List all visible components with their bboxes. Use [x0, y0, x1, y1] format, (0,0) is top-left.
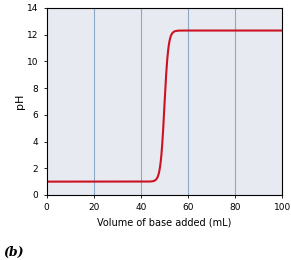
- Text: (b): (b): [3, 246, 23, 259]
- Y-axis label: pH: pH: [15, 94, 25, 109]
- X-axis label: Volume of base added (mL): Volume of base added (mL): [97, 218, 232, 228]
